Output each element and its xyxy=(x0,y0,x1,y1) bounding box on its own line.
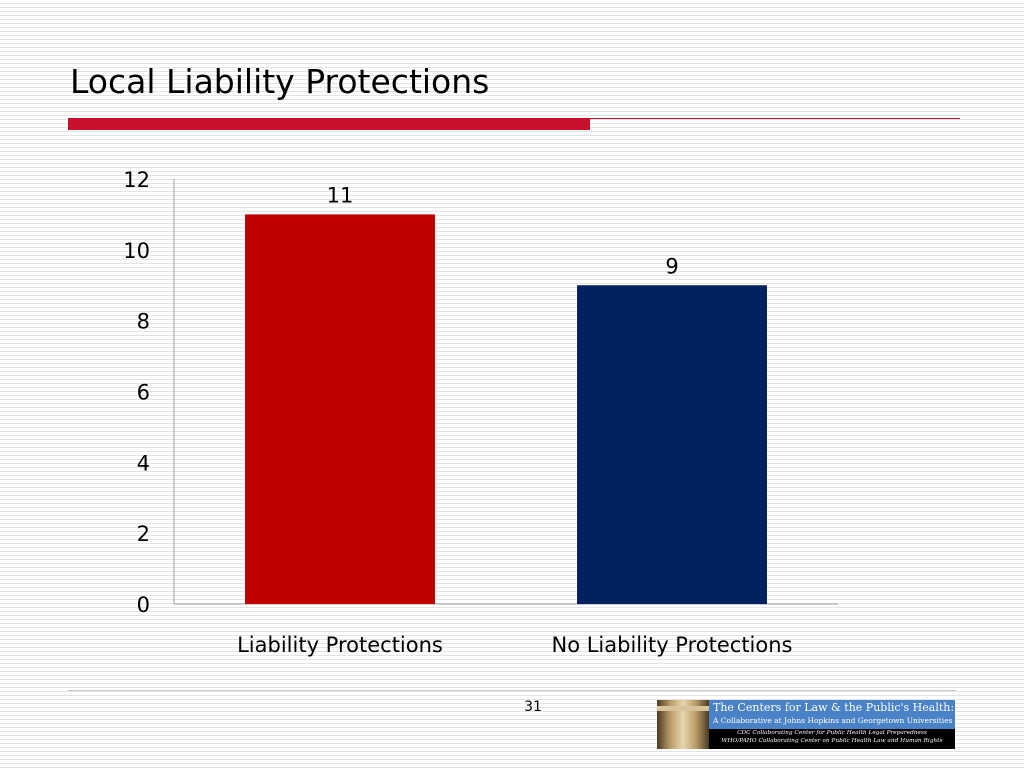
centers-for-law-logo: The Centers for Law & the Public's Healt… xyxy=(657,700,955,749)
pillar-cap xyxy=(657,706,709,711)
y-tick-label: 12 xyxy=(123,168,150,192)
logo-line-1: CDC Collaborating Center for Public Heal… xyxy=(737,730,927,736)
bar-1 xyxy=(245,214,435,604)
logo-name: The Centers for Law & the Public's Healt… xyxy=(713,701,955,714)
logo-banner: The Centers for Law & the Public's Healt… xyxy=(709,700,955,729)
footer-divider xyxy=(68,690,956,691)
logo-footer: CDC Collaborating Center for Public Heal… xyxy=(709,729,955,749)
y-tick-label: 2 xyxy=(137,522,150,546)
x-tick-label: No Liability Protections xyxy=(552,633,793,657)
page-number: 31 xyxy=(524,699,542,715)
bar-2 xyxy=(577,285,767,604)
slide-title: Local Liability Protections xyxy=(70,62,490,101)
y-tick-label: 10 xyxy=(123,239,150,263)
logo-line-2: WHO/PAHO Collaborating Center on Public … xyxy=(721,738,943,744)
y-tick-label: 6 xyxy=(137,381,150,405)
title-underline-thin xyxy=(590,118,960,119)
y-axis-ticks: 0 2 4 6 8 10 12 xyxy=(123,168,150,617)
data-label: 9 xyxy=(665,254,678,278)
y-tick-label: 4 xyxy=(137,451,150,475)
y-tick-label: 8 xyxy=(137,310,150,334)
y-tick-label: 0 xyxy=(137,593,150,617)
x-tick-label: Liability Protections xyxy=(237,633,443,657)
data-label: 11 xyxy=(327,183,354,207)
title-underline-thick xyxy=(68,118,590,130)
logo-subtitle: A Collaborative at Johns Hopkins and Geo… xyxy=(713,716,953,725)
